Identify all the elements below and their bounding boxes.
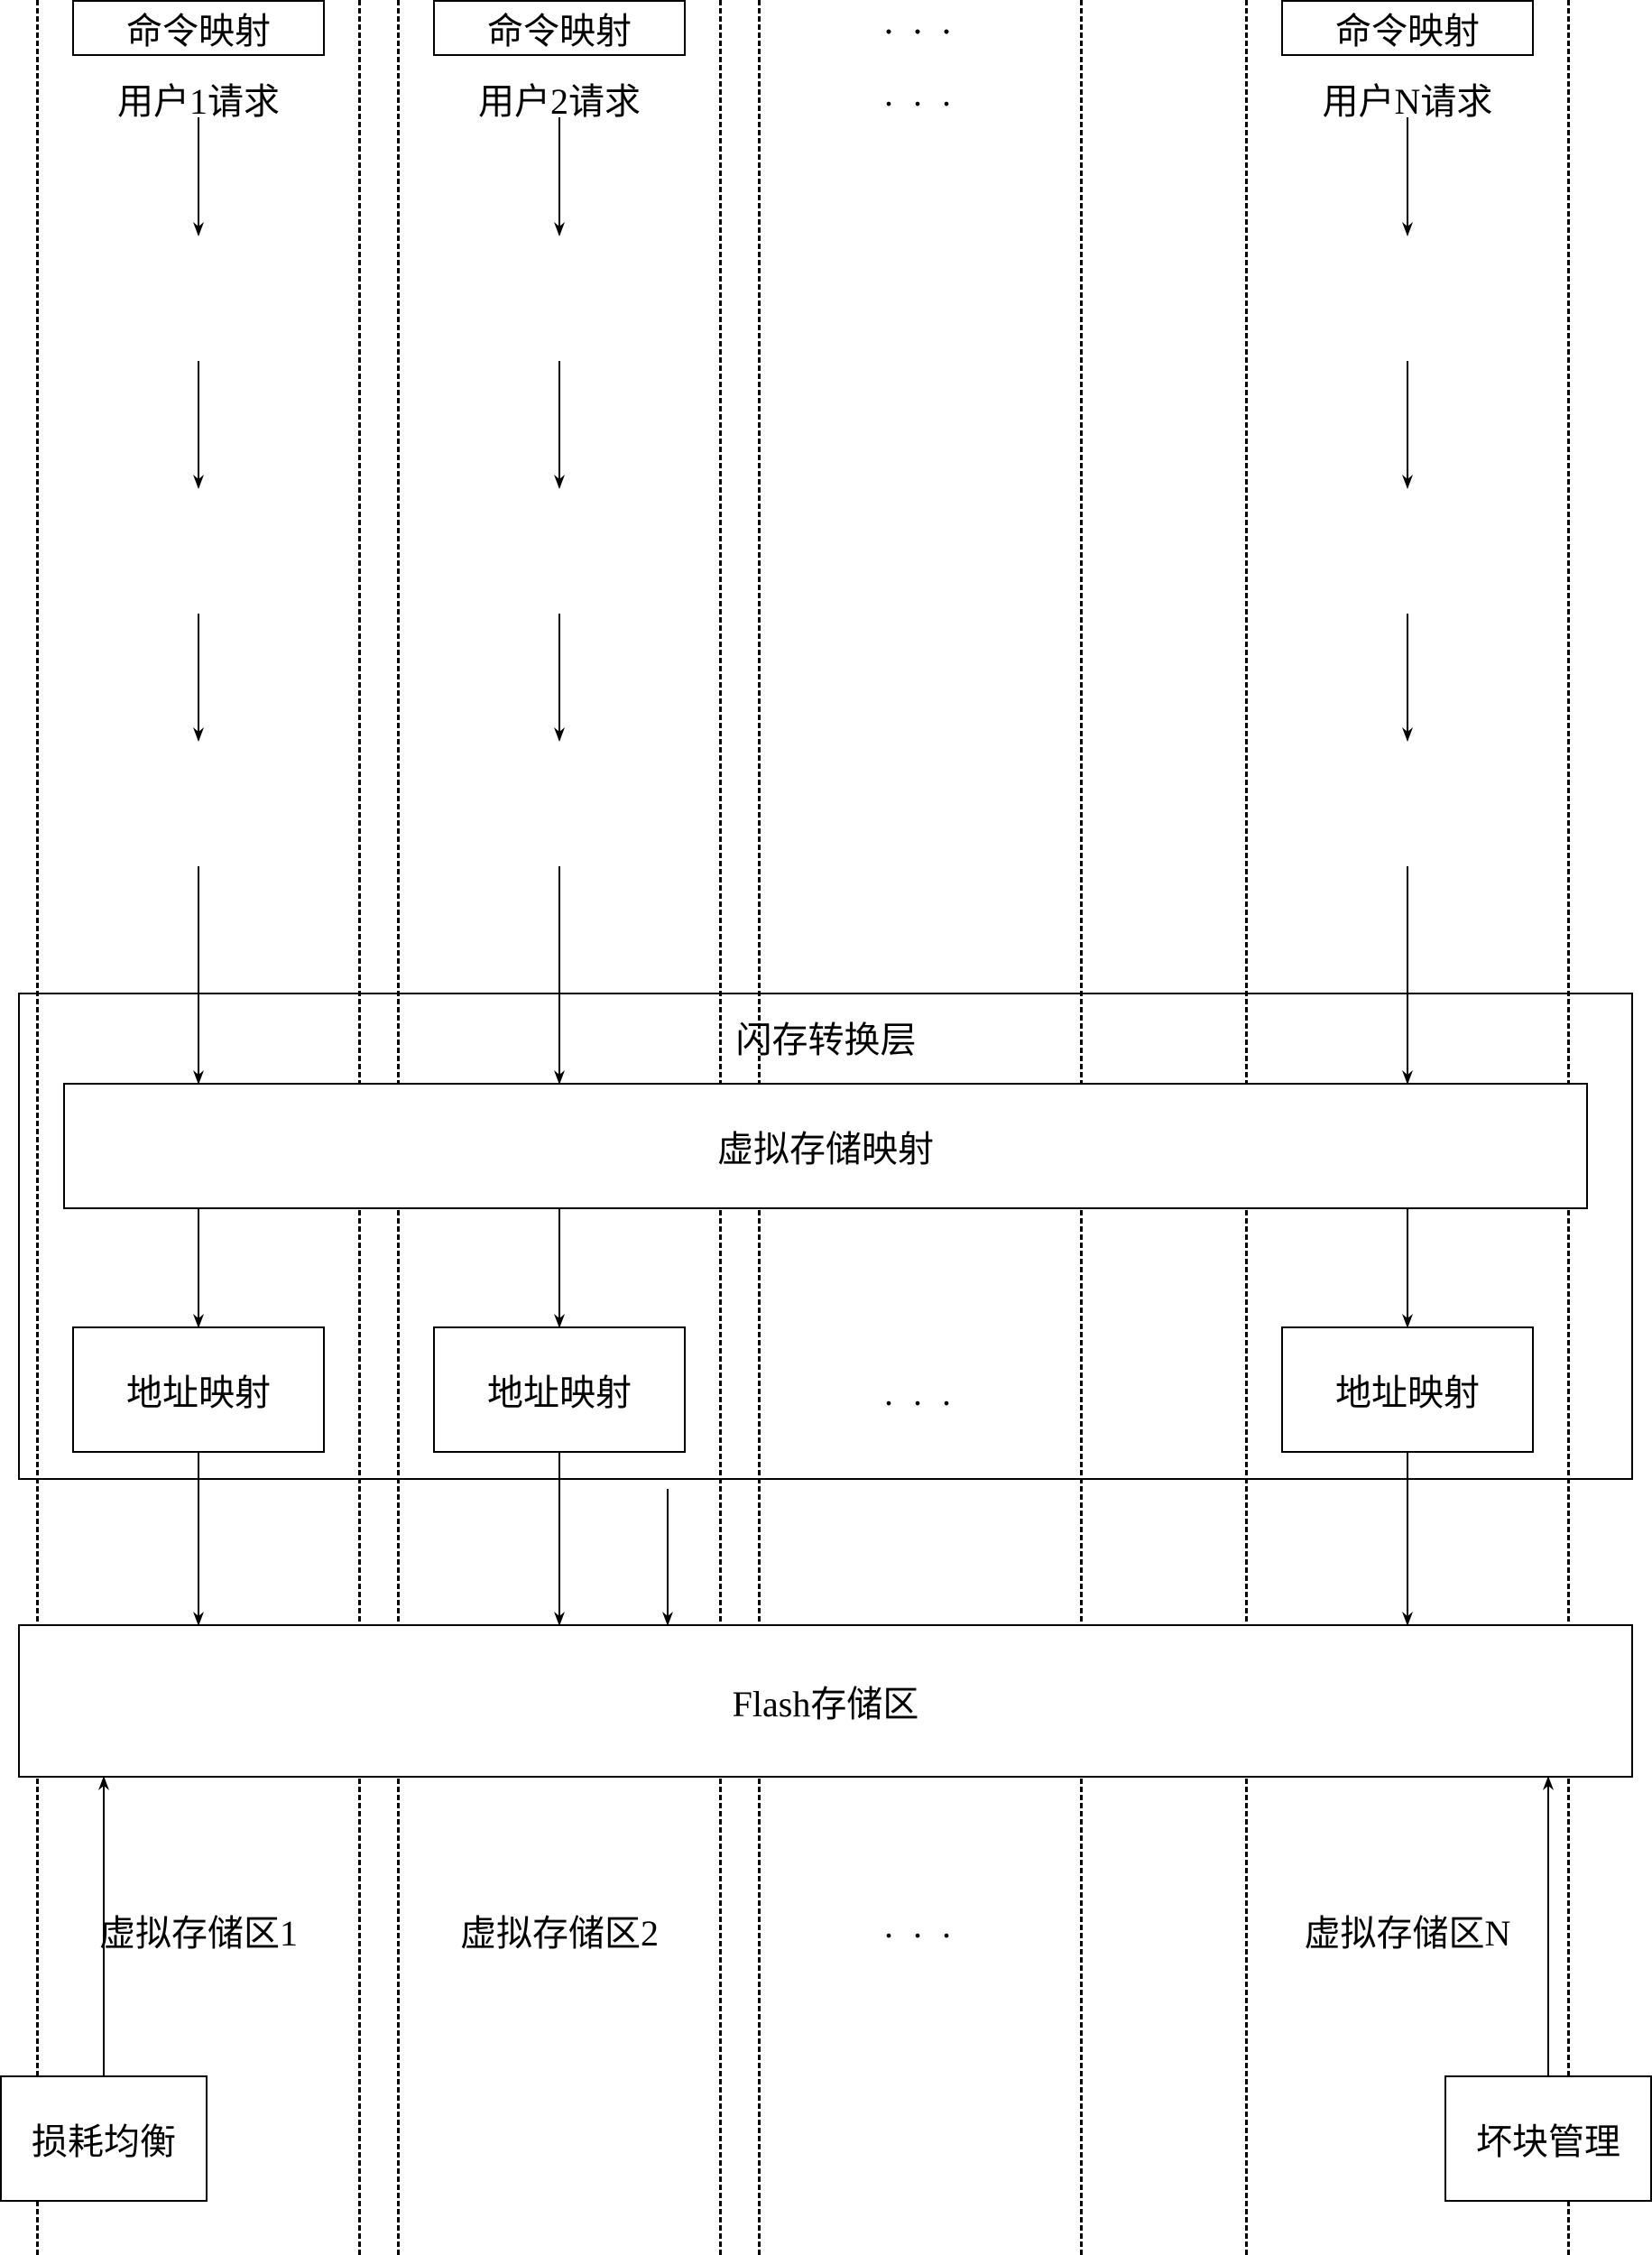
virtual-area-ellipsis: . . . xyxy=(740,1904,1101,1946)
cmd-map-box-1: 命令映射 xyxy=(72,0,325,56)
diagram-canvas: 用户1请求 用户2请求 . . . 用户N请求 CFDP实体 CFDP实体 . … xyxy=(0,0,1652,2255)
addr-map-ellipsis: . . . xyxy=(740,1372,1101,1414)
cmd-map-label: 命令映射 xyxy=(487,2,632,54)
user-request-2-label: 用户2请求 xyxy=(379,72,740,125)
wear-leveling-box: 损耗均衡 xyxy=(0,2075,208,2202)
ftl-title: 闪存转换层 xyxy=(646,1011,1007,1063)
virtual-area-n-label: 虚拟存储区N xyxy=(1227,1904,1588,1956)
user-request-n-label: 用户N请求 xyxy=(1227,72,1588,125)
flash-storage-box: Flash存储区 xyxy=(18,1624,1633,1778)
cmd-map-box-2: 命令映射 xyxy=(433,0,686,56)
addr-map-label: 地址映射 xyxy=(126,1363,271,1416)
cmd-map-label: 命令映射 xyxy=(126,2,271,54)
bad-block-mgmt-label: 坏块管理 xyxy=(1476,2112,1620,2165)
cmd-map-box-n: 命令映射 xyxy=(1281,0,1534,56)
cmd-map-label: 命令映射 xyxy=(1335,2,1480,54)
virtual-storage-map-label: 虚拟存储映射 xyxy=(717,1120,934,1172)
addr-map-box-2: 地址映射 xyxy=(433,1326,686,1453)
addr-map-label: 地址映射 xyxy=(1335,1363,1480,1416)
virtual-area-1-label: 虚拟存储区1 xyxy=(18,1904,379,1956)
row3-ellipsis: . . . xyxy=(740,0,1101,42)
user-request-ellipsis: . . . xyxy=(740,72,1101,115)
flash-storage-label: Flash存储区 xyxy=(733,1675,919,1727)
addr-map-box-1: 地址映射 xyxy=(72,1326,325,1453)
addr-map-box-n: 地址映射 xyxy=(1281,1326,1534,1453)
wear-leveling-label: 损耗均衡 xyxy=(32,2112,176,2165)
bad-block-mgmt-box: 坏块管理 xyxy=(1444,2075,1652,2202)
virtual-storage-map-box: 虚拟存储映射 xyxy=(63,1083,1588,1209)
addr-map-label: 地址映射 xyxy=(487,1363,632,1416)
user-request-1-label: 用户1请求 xyxy=(18,72,379,125)
virtual-area-2-label: 虚拟存储区2 xyxy=(379,1904,740,1956)
